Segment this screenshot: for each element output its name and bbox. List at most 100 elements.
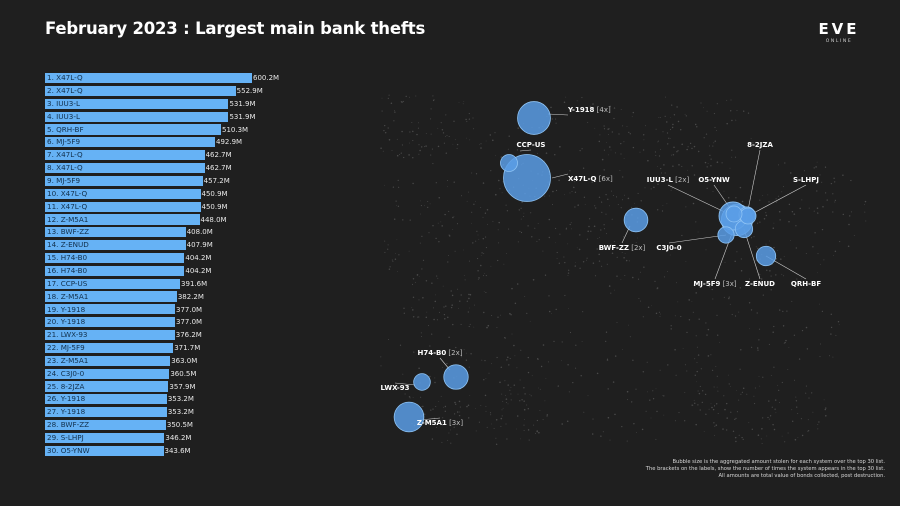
bubble-label: S-LHPJ — [793, 176, 819, 184]
map-dot — [729, 303, 731, 305]
map-dot — [706, 110, 708, 112]
map-dot — [447, 261, 449, 263]
map-dot — [503, 263, 505, 265]
map-dot — [483, 311, 485, 314]
map-dot — [748, 422, 750, 424]
map-dot — [864, 204, 866, 206]
map-dot — [454, 401, 456, 404]
bubble — [739, 207, 757, 225]
map-dot — [495, 155, 496, 157]
map-dot — [416, 274, 418, 276]
map-dot — [613, 241, 615, 242]
map-dot — [408, 396, 411, 398]
map-dot — [716, 375, 718, 377]
map-dot — [567, 275, 569, 276]
map-dot — [519, 230, 521, 232]
map-dot — [612, 195, 614, 196]
map-dot — [673, 114, 676, 116]
map-dot — [558, 262, 560, 264]
map-dot — [581, 148, 583, 150]
map-dot — [773, 222, 775, 224]
map-dot — [482, 182, 485, 184]
map-dot — [781, 191, 783, 193]
map-dot — [814, 232, 816, 234]
map-dot — [603, 169, 605, 171]
map-dot — [791, 420, 794, 423]
map-dot — [713, 113, 715, 115]
map-dot — [735, 120, 737, 122]
map-dot — [409, 397, 411, 399]
map-dot — [710, 165, 712, 167]
map-dot — [508, 228, 510, 230]
map-dot — [545, 378, 547, 379]
map-dot — [523, 215, 525, 218]
map-dot — [610, 149, 612, 151]
map-dot — [687, 169, 688, 171]
map-dot — [412, 140, 414, 142]
map-dot — [592, 262, 595, 264]
map-dot — [719, 341, 721, 343]
map-dot — [771, 406, 773, 408]
map-dot — [788, 220, 790, 223]
map-dot — [569, 170, 571, 172]
map-dot — [850, 179, 852, 182]
map-dot — [864, 200, 867, 203]
map-dot — [431, 438, 434, 440]
map-dot — [715, 403, 718, 405]
map-dot — [728, 297, 730, 300]
map-dot — [705, 133, 708, 135]
map-dot — [536, 240, 538, 242]
map-dot — [485, 247, 487, 249]
map-dot — [524, 419, 526, 420]
map-dot — [504, 394, 506, 396]
map-dot — [529, 394, 531, 395]
map-dot — [412, 296, 415, 299]
map-dot — [713, 422, 715, 424]
map-dot — [380, 365, 382, 367]
map-dot — [517, 393, 519, 395]
map-dot — [603, 224, 605, 226]
map-dot — [480, 255, 482, 256]
map-dot — [510, 393, 512, 395]
map-dot — [496, 356, 498, 359]
map-dot — [633, 423, 635, 425]
map-dot — [671, 126, 674, 129]
map-dot — [649, 399, 651, 401]
map-dot — [773, 366, 775, 368]
map-dot — [510, 314, 512, 316]
map-dot — [464, 279, 466, 281]
map-dot — [714, 425, 716, 427]
map-dot — [837, 321, 840, 323]
map-dot — [773, 325, 775, 328]
map-dot — [477, 234, 479, 236]
map-dot — [443, 142, 445, 144]
map-dot — [555, 189, 558, 192]
map-dot — [655, 438, 657, 440]
map-dot — [432, 163, 434, 165]
map-dot — [431, 333, 433, 335]
map-dot — [530, 395, 532, 397]
map-dot — [714, 126, 716, 128]
map-dot — [433, 307, 434, 309]
map-dot — [384, 131, 387, 134]
map-dot — [723, 296, 725, 298]
map-dot — [457, 307, 459, 309]
map-dot — [479, 144, 480, 146]
map-dot — [609, 439, 611, 441]
map-dot — [685, 206, 687, 208]
map-dot — [783, 256, 785, 258]
map-dot — [782, 310, 784, 312]
map-dot — [402, 100, 404, 103]
map-dot — [734, 260, 736, 263]
map-dot — [587, 395, 589, 397]
map-dot — [821, 181, 823, 183]
map-dot — [610, 292, 612, 294]
map-dot — [755, 259, 757, 261]
map-dot — [805, 253, 807, 254]
map-dot — [475, 240, 477, 242]
map-dot — [850, 211, 852, 213]
map-dot — [539, 388, 541, 390]
map-dot — [448, 336, 450, 339]
map-dot — [663, 414, 665, 416]
